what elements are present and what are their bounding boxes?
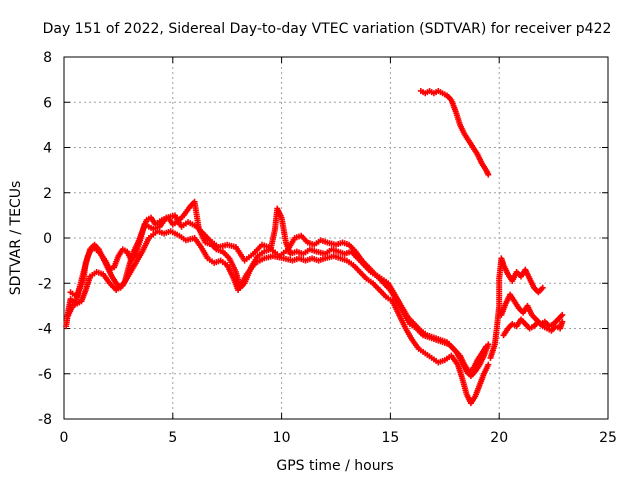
x-tick-label: 10 — [273, 430, 291, 446]
x-tick-label: 25 — [599, 430, 617, 446]
sdtvar-isolated-segment — [417, 87, 492, 178]
axis-ticks: 0 5 10 15 20 25 -8 -6 -4 -2 0 2 4 6 8 — [38, 50, 617, 446]
y-tick-label: -8 — [38, 412, 52, 428]
y-tick-label: 2 — [43, 186, 52, 202]
y-tick-label: -6 — [38, 367, 52, 383]
x-tick-label: 20 — [490, 430, 508, 446]
y-tick-label: -2 — [38, 276, 52, 292]
data-point-marker — [485, 171, 492, 178]
data-point-marker — [485, 361, 492, 368]
data-point-marker — [559, 311, 566, 318]
x-tick-label: 0 — [60, 430, 69, 446]
x-tick-label: 15 — [381, 430, 399, 446]
sdtvar-upper-trace — [67, 212, 490, 375]
y-axis-label: SDTVAR / TECUs — [8, 181, 24, 296]
sdtvar-tail-traces — [487, 255, 566, 361]
data-point-marker — [539, 284, 546, 291]
data-point-marker — [559, 318, 566, 325]
y-tick-label: 4 — [43, 141, 52, 157]
y-tick-label: -4 — [38, 322, 52, 338]
y-tick-label: 6 — [43, 95, 52, 111]
y-tick-label: 8 — [43, 50, 52, 66]
x-axis-label: GPS time / hours — [276, 458, 393, 474]
y-tick-label: 0 — [43, 231, 52, 247]
data-point-marker — [483, 343, 490, 350]
data-markers — [63, 87, 566, 407]
sdtvar-lower-trace — [65, 228, 492, 407]
grid-lines — [64, 57, 608, 419]
x-tick-label: 5 — [168, 430, 177, 446]
chart-title: Day 151 of 2022, Sidereal Day-to-day VTE… — [43, 21, 612, 37]
